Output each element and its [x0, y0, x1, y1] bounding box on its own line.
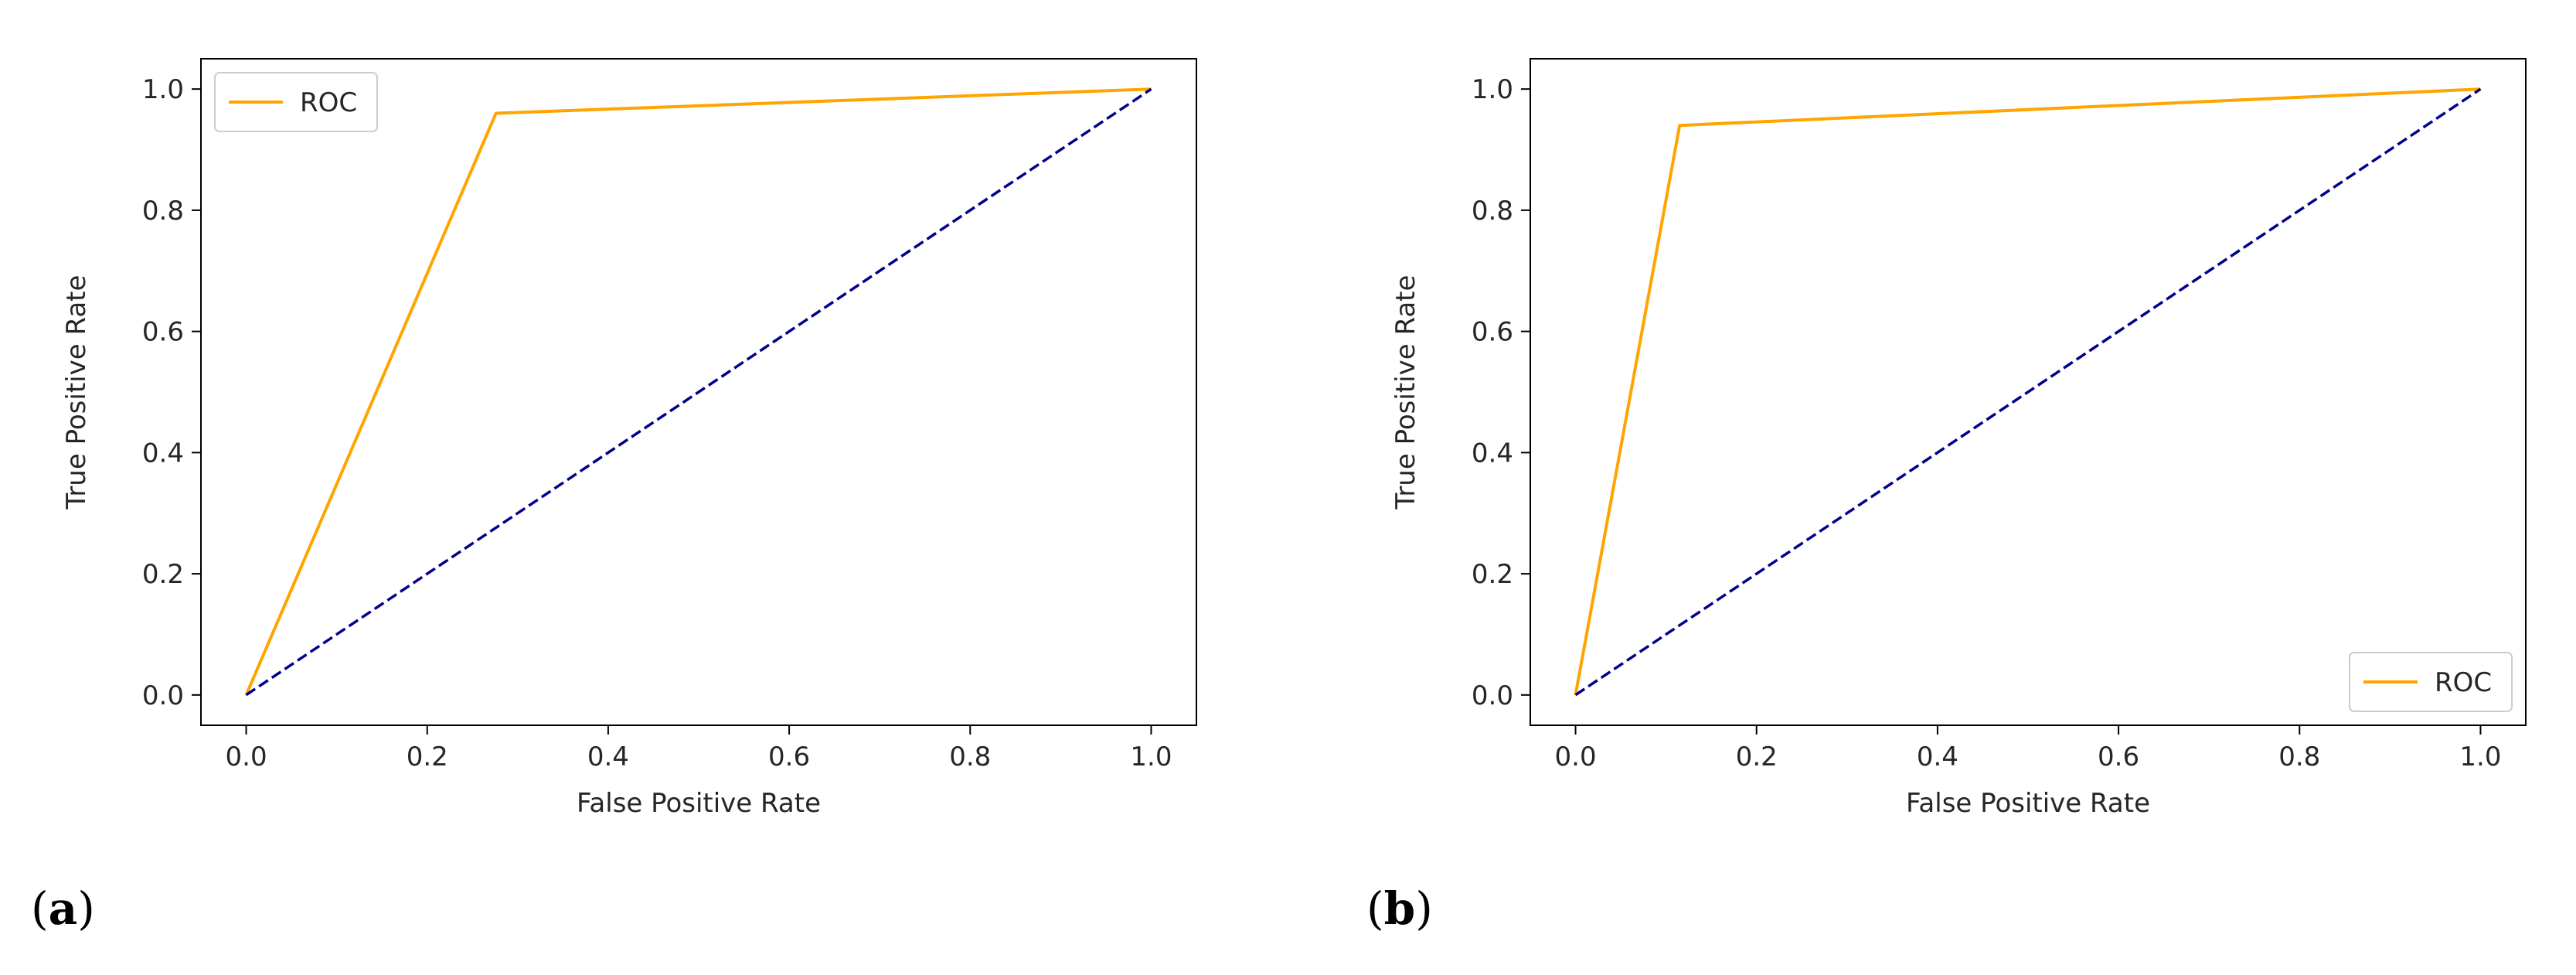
x-tick-label: 0.2 [407, 741, 448, 772]
roc-curve-line [1574, 87, 2481, 696]
plot-frame [1530, 58, 2527, 726]
baseline-diagonal-line [1574, 87, 2482, 697]
legend: ROC [2349, 652, 2513, 712]
panel-label: (b) [1366, 882, 1433, 935]
x-tick-label: 0.8 [2278, 741, 2320, 772]
legend-label: ROC [2435, 667, 2492, 698]
legend-label: ROC [300, 87, 357, 118]
y-tick-label: 0.4 [1472, 438, 1513, 469]
chart-panel-b: 0.0 0.2 0.4 0.6 0.8 1.0 0.0 0.2 0.4 0.6 0.8 1.0 Fals… [1366, 58, 2527, 935]
y-tick-label: 1.0 [1472, 74, 1513, 105]
x-tick-label: 1.0 [1130, 741, 1172, 772]
y-tick-label: 0.8 [142, 196, 184, 227]
x-axis-label: False Positive Rate [577, 788, 821, 819]
x-tick-label: 0.0 [1555, 741, 1597, 772]
legend-box [214, 72, 378, 132]
y-tick-label: 0.0 [1472, 680, 1513, 711]
x-tick-label: 0.4 [1917, 741, 1958, 772]
x-tick-label: 0.6 [2098, 741, 2139, 772]
plot-frame [200, 58, 1197, 726]
y-tick-label: 0.0 [142, 680, 184, 711]
y-tick-label: 0.2 [142, 559, 184, 590]
y-axis-label: True Positive Rate [61, 275, 92, 510]
y-axis-label: True Positive Rate [1390, 275, 1421, 510]
baseline-diagonal-line [245, 87, 1152, 697]
legend: ROC [214, 72, 378, 132]
legend-box [2349, 652, 2513, 712]
panel-label: (a) [31, 882, 95, 935]
y-tick-label: 0.6 [1472, 317, 1513, 348]
x-tick-label: 0.2 [1736, 741, 1778, 772]
x-tick-label: 0.4 [587, 741, 629, 772]
x-axis-label: False Positive Rate [1906, 788, 2150, 819]
x-tick-label: 0.0 [226, 741, 267, 772]
y-tick-label: 1.0 [142, 74, 184, 105]
roc-curve-line [244, 87, 1152, 696]
x-tick-label: 1.0 [2459, 741, 2501, 772]
y-tick-label: 0.2 [1472, 559, 1513, 590]
y-tick-label: 0.6 [142, 317, 184, 348]
chart-panel-a: 0.0 0.2 0.4 0.6 0.8 1.0 0.0 0.2 0.4 0.6 0.8 1.0 Fals… [31, 58, 1197, 935]
x-tick-label: 0.8 [949, 741, 991, 772]
x-tick-label: 0.6 [768, 741, 810, 772]
y-tick-label: 0.8 [1472, 196, 1513, 227]
y-tick-label: 0.4 [142, 438, 184, 469]
